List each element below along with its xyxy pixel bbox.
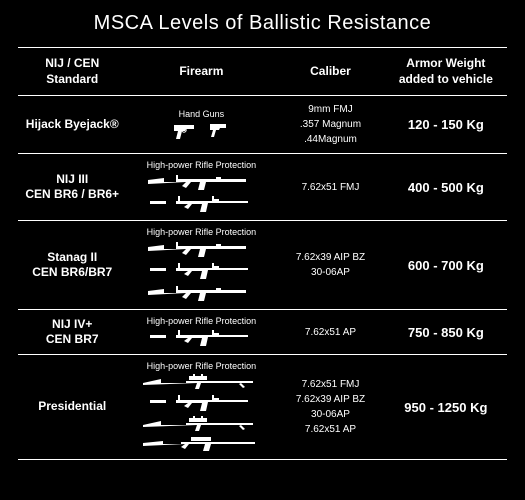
cell-standard: NIJ IV+CEN BR7 [18,310,126,355]
cell-caliber: 7.62x51 AP [276,310,384,355]
firearm-icons [130,172,272,214]
table-row: Presidential High-power Rifle Protection 7… [18,355,507,460]
cell-standard: Stanag IICEN BR6/BR7 [18,221,126,310]
table-row: Hijack Byejack® Hand Guns 9mm FMJ.357 Magn… [18,96,507,154]
cell-firearm: High-power Rifle Protection [126,355,276,460]
firearm-label: High-power Rifle Protection [130,316,272,326]
cell-weight: 600 - 700 Kg [385,221,507,310]
table-header-row: NIJ / CEN Standard Firearm Caliber Armor… [18,48,507,96]
firearm-icons [130,121,272,141]
infographic-container: MSCA Levels of Ballistic Resistance NIJ … [0,0,525,500]
cell-weight: 950 - 1250 Kg [385,355,507,460]
firearm-label: High-power Rifle Protection [130,227,272,237]
cell-standard: Presidential [18,355,126,460]
header-weight: Armor Weight added to vehicle [385,48,507,96]
cell-firearm: High-power Rifle Protection [126,154,276,221]
firearm-label: High-power Rifle Protection [130,160,272,170]
cell-firearm: Hand Guns [126,96,276,154]
table-row: Stanag IICEN BR6/BR7 High-power Rifle Pro… [18,221,507,310]
firearm-icons [130,239,272,303]
firearm-label: High-power Rifle Protection [130,361,272,371]
table-row: NIJ IV+CEN BR7 High-power Rifle Protectio… [18,310,507,355]
cell-caliber: 9mm FMJ.357 Magnum.44Magnum [276,96,384,154]
cell-firearm: High-power Rifle Protection [126,221,276,310]
page-title: MSCA Levels of Ballistic Resistance [18,12,507,35]
firearm-label: Hand Guns [130,109,272,119]
cell-weight: 120 - 150 Kg [385,96,507,154]
header-standard: NIJ / CEN Standard [18,48,126,96]
table-row: NIJ IIICEN BR6 / BR6+ High-power Rifle Pr… [18,154,507,221]
cell-caliber: 7.62x39 AIP BZ30-06AP [276,221,384,310]
cell-caliber: 7.62x51 FMJ [276,154,384,221]
firearm-icons [130,328,272,348]
cell-standard: NIJ IIICEN BR6 / BR6+ [18,154,126,221]
header-caliber: Caliber [276,48,384,96]
firearm-icons [130,373,272,453]
cell-weight: 750 - 850 Kg [385,310,507,355]
cell-caliber: 7.62x51 FMJ7.62x39 AIP BZ30-06AP7.62x51 … [276,355,384,460]
header-firearm: Firearm [126,48,276,96]
cell-firearm: High-power Rifle Protection [126,310,276,355]
resistance-table: NIJ / CEN Standard Firearm Caliber Armor… [18,47,507,460]
cell-weight: 400 - 500 Kg [385,154,507,221]
cell-standard: Hijack Byejack® [18,96,126,154]
